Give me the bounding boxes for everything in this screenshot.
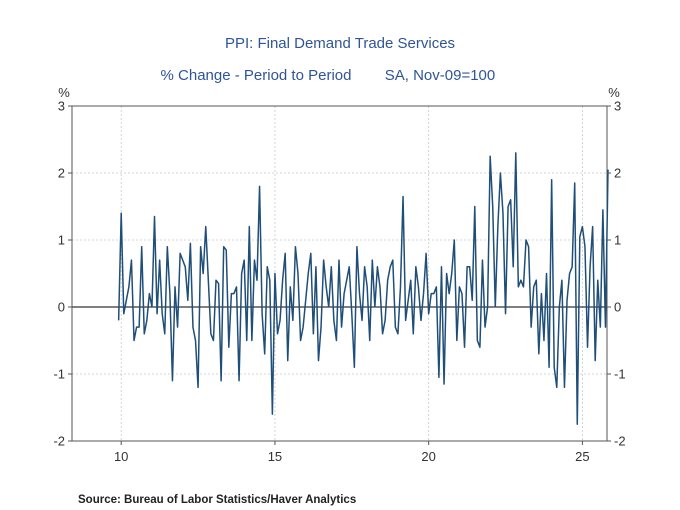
x-tick-label: 20 [421,449,435,464]
y-tick-label-left: 0 [58,300,65,315]
chart-subtitle-note: SA, Nov-09=100 [385,67,496,84]
y-tick-label-left: 1 [58,233,65,248]
y-axis-left: 3 2 1 0 -1 -2 [53,99,72,449]
y-tick-label-left: -2 [53,434,65,449]
chart-subtitle: % Change - Period to Period [161,67,352,84]
y-tick-label-right: -2 [614,434,626,449]
series-group [117,152,609,425]
x-tick-label: 25 [575,449,589,464]
y-tick-label-right: 3 [614,99,621,114]
x-tick-label: 10 [114,449,128,464]
y-tick-label-right: 2 [614,166,621,181]
y-tick-label-left: 2 [58,166,65,181]
left-unit-label: % [58,85,70,100]
y-tick-label-right: 0 [614,300,621,315]
series-line [117,152,609,425]
y-tick-label-right: 1 [614,233,621,248]
x-tick-label: 15 [268,449,282,464]
x-axis: 10 15 20 25 [114,441,590,464]
chart-title: PPI: Final Demand Trade Services [225,35,455,52]
right-unit-label: % [608,85,620,100]
y-tick-label-left: 3 [58,99,65,114]
source-note: Source: Bureau of Labor Statistics/Haver… [78,494,356,506]
y-axis-right: 3 2 1 0 -1 -2 [607,99,626,449]
y-tick-label-right: -1 [614,367,626,382]
y-tick-label-left: -1 [53,367,65,382]
